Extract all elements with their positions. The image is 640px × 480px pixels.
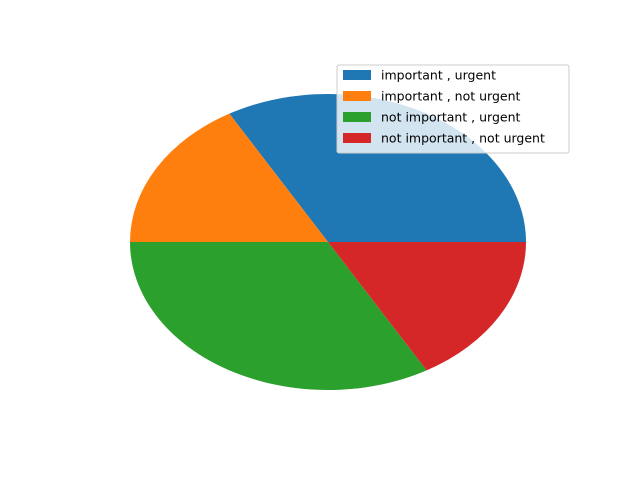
legend-label: not important , urgent [381, 110, 521, 125]
legend-frame [336, 64, 570, 154]
legend-label: not important , not urgent [381, 131, 545, 146]
legend-label: important , not urgent [381, 89, 521, 104]
legend-entry: important , urgent [343, 68, 496, 83]
pie-slice-not-important-urgent [130, 242, 427, 391]
legend-swatch [343, 91, 371, 101]
pie-slice-not-important-not-urgent [328, 242, 526, 371]
legend-label: important , urgent [381, 68, 496, 83]
legend-swatch [343, 133, 371, 143]
legend-swatch [343, 70, 371, 80]
legend-swatch [343, 112, 371, 122]
legend-entry: important , not urgent [343, 89, 521, 104]
legend: important , urgent important , not urgent… [336, 64, 570, 154]
legend-entry: not important , not urgent [343, 131, 545, 146]
legend-entry: not important , urgent [343, 110, 521, 125]
pie-slice-important-not-urgent [130, 113, 328, 242]
